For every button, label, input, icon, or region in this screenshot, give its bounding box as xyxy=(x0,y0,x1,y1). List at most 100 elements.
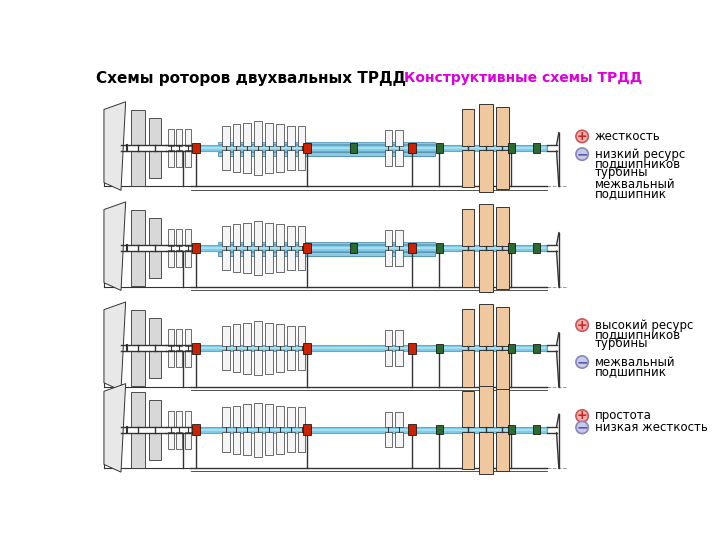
Bar xyxy=(254,251,262,275)
Bar xyxy=(149,218,161,245)
Bar xyxy=(176,229,182,246)
Text: межвальный: межвальный xyxy=(595,178,675,191)
Bar xyxy=(408,143,415,153)
Bar xyxy=(192,247,546,249)
Circle shape xyxy=(576,130,588,143)
Bar xyxy=(243,150,251,173)
Text: высокий ресурс: высокий ресурс xyxy=(595,319,693,332)
Bar xyxy=(168,432,174,449)
Bar xyxy=(436,143,443,153)
Bar xyxy=(176,350,182,367)
Text: Конструктивные схемы ТРДД: Конструктивные схемы ТРДД xyxy=(403,71,642,85)
Bar xyxy=(287,350,294,370)
Text: −: − xyxy=(576,147,588,161)
Bar xyxy=(265,432,273,455)
Bar xyxy=(233,432,240,454)
Bar xyxy=(276,406,284,428)
Bar xyxy=(243,123,251,146)
Bar xyxy=(131,310,145,345)
Bar xyxy=(287,251,294,271)
Text: Схемы роторов двухвальных ТРДД: Схемы роторов двухвальных ТРДД xyxy=(96,71,406,86)
Bar xyxy=(168,410,174,428)
Bar xyxy=(496,207,508,246)
Bar xyxy=(233,325,240,346)
Circle shape xyxy=(576,319,588,331)
Bar xyxy=(176,150,182,167)
Bar xyxy=(233,150,240,172)
Bar xyxy=(222,408,230,428)
Bar xyxy=(384,432,392,448)
Bar xyxy=(395,150,403,166)
Bar xyxy=(176,410,182,428)
Polygon shape xyxy=(104,102,126,190)
Bar xyxy=(462,390,474,428)
Bar xyxy=(243,350,251,374)
Text: +: + xyxy=(577,130,588,143)
Bar xyxy=(192,143,200,153)
Bar xyxy=(243,404,251,428)
Bar xyxy=(287,126,294,146)
Bar xyxy=(192,347,546,349)
Bar xyxy=(254,121,262,146)
Bar xyxy=(265,150,273,173)
Bar xyxy=(265,222,273,246)
Bar xyxy=(254,321,262,346)
Bar xyxy=(436,425,443,434)
Bar xyxy=(254,221,262,246)
Bar xyxy=(222,226,230,246)
Bar xyxy=(384,231,392,246)
Text: подшипников: подшипников xyxy=(595,157,680,170)
Text: −: − xyxy=(576,421,588,435)
Bar xyxy=(508,425,515,434)
Bar xyxy=(222,326,230,346)
Bar xyxy=(384,412,392,428)
Bar xyxy=(131,433,145,468)
Bar xyxy=(191,145,547,151)
Bar xyxy=(233,350,240,372)
Bar xyxy=(131,110,145,145)
Bar xyxy=(149,151,161,178)
Bar xyxy=(408,424,415,435)
Bar xyxy=(351,143,357,153)
Bar xyxy=(184,432,191,449)
Bar xyxy=(191,345,547,351)
Bar xyxy=(265,323,273,346)
Bar xyxy=(436,343,443,353)
Bar xyxy=(254,150,262,175)
Bar xyxy=(222,126,230,146)
Bar xyxy=(533,343,539,353)
Bar xyxy=(287,226,294,246)
Bar xyxy=(184,150,191,167)
Bar xyxy=(395,130,403,146)
Text: жесткость: жесткость xyxy=(595,130,660,143)
Bar xyxy=(168,251,174,267)
Bar xyxy=(254,350,262,375)
Bar xyxy=(192,343,200,354)
Bar xyxy=(168,350,174,367)
Bar xyxy=(243,222,251,246)
Bar xyxy=(384,150,392,166)
Bar xyxy=(149,400,161,427)
Bar xyxy=(131,351,145,386)
Bar xyxy=(462,309,474,346)
Bar xyxy=(149,318,161,345)
Bar xyxy=(233,224,240,246)
Bar xyxy=(276,325,284,346)
Bar xyxy=(303,343,311,354)
Polygon shape xyxy=(104,302,126,390)
Text: турбины: турбины xyxy=(595,166,648,179)
Bar xyxy=(192,147,546,149)
Bar xyxy=(384,330,392,346)
Bar xyxy=(408,242,415,253)
Bar xyxy=(533,244,539,253)
Bar xyxy=(233,406,240,428)
Bar xyxy=(395,432,403,448)
Bar xyxy=(297,350,305,370)
Bar xyxy=(479,150,493,192)
Bar xyxy=(131,211,145,245)
Bar xyxy=(233,124,240,146)
Bar xyxy=(297,150,305,170)
Text: +: + xyxy=(577,409,588,422)
Bar xyxy=(276,124,284,146)
Bar xyxy=(384,130,392,146)
